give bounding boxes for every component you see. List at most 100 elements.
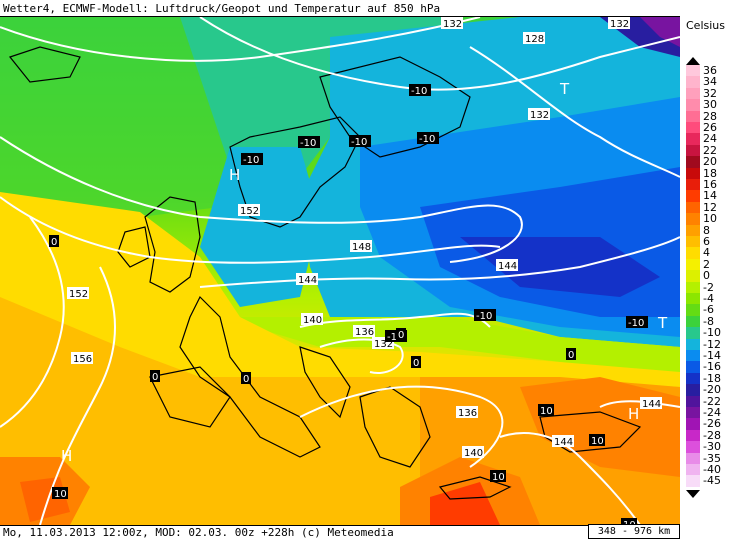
isobar-label: 136 <box>355 327 374 338</box>
legend-entry: 10 <box>684 213 740 225</box>
legend-swatch <box>686 452 700 464</box>
legend-entry: 14 <box>684 190 740 202</box>
legend-label: 22 <box>703 143 717 157</box>
isobar-label: 144 <box>554 437 573 448</box>
legend-swatch <box>686 156 700 168</box>
legend-swatch <box>686 304 700 316</box>
temperature-label: -10 <box>351 137 367 148</box>
legend-entry: 2 <box>684 257 740 271</box>
legend-entry: 26 <box>684 122 740 133</box>
temperature-label: 10 <box>54 489 67 500</box>
legend-label: 18 <box>703 166 717 180</box>
legend-swatch <box>686 190 700 202</box>
legend-entry: 36 <box>684 65 740 76</box>
temperature-label: 0 <box>243 374 249 385</box>
pressure-center-low: T <box>657 314 668 332</box>
legend-swatch <box>686 133 700 145</box>
pressure-centers: T H H H T <box>61 80 668 465</box>
temperature-label: -10 <box>411 86 427 97</box>
legend-swatch <box>686 407 700 419</box>
legend-entry: 22 <box>684 143 740 157</box>
legend-label: -4 <box>703 292 714 305</box>
legend-label: 20 <box>703 155 717 169</box>
legend-label: 0 <box>703 269 710 283</box>
legend-swatch <box>686 65 700 77</box>
legend-swatch <box>686 236 700 248</box>
legend-label: 24 <box>703 132 717 146</box>
legend-entry: -35 <box>684 452 740 464</box>
isobar-label: 156 <box>73 354 92 365</box>
legend-swatch <box>686 99 700 111</box>
temperature-label: -10 <box>476 311 492 322</box>
legend-title: Celsius <box>686 19 725 32</box>
pressure-center-low: T <box>559 80 570 98</box>
legend-entry: -22 <box>684 394 740 408</box>
legend-label: 30 <box>703 98 717 112</box>
legend-swatch <box>686 475 700 487</box>
legend-label: -16 <box>703 360 721 374</box>
legend-entry: 16 <box>684 179 740 190</box>
legend-label: 12 <box>703 200 717 214</box>
temperature-label: 10 <box>540 406 553 417</box>
isobar-label: 140 <box>303 315 322 326</box>
isobar-label: 132 <box>610 19 629 30</box>
legend-entry: -28 <box>684 429 740 441</box>
scale-bar: 348 - 976 km <box>588 524 680 539</box>
legend-swatch <box>686 201 700 214</box>
legend-entry: -6 <box>684 304 740 316</box>
legend-label: -40 <box>703 463 721 476</box>
legend-swatch <box>686 213 700 225</box>
temperature-label: 0 <box>51 237 57 248</box>
legend-label: 26 <box>703 121 717 134</box>
legend-swatch <box>686 179 700 191</box>
legend-swatch <box>686 87 700 100</box>
temperature-label: 0 <box>398 330 404 341</box>
map-canvas: T H H H T 132 132 128 132 152 148 144 14… <box>0 17 680 525</box>
isobar-labels: 132 132 128 132 152 148 144 144 152 156 … <box>67 17 662 459</box>
legend-label: -22 <box>703 394 721 408</box>
legend-label: -12 <box>703 337 721 351</box>
legend-label: 28 <box>703 109 717 123</box>
pressure-center-high: H <box>61 447 72 465</box>
legend-swatch <box>686 464 700 476</box>
legend-swatch <box>686 361 700 373</box>
temperature-label: -10 <box>419 134 435 145</box>
isobar-label: 132 <box>443 19 462 30</box>
legend-entry: 18 <box>684 166 740 180</box>
legend-label: 8 <box>703 223 710 237</box>
legend-entry: -12 <box>684 337 740 351</box>
temperature-labels: -10 -10 -10 -10 -10 -10 -10 -10 0 0 0 0 … <box>49 84 648 525</box>
legend-swatch <box>686 122 700 134</box>
legend-entry: -45 <box>684 474 740 488</box>
legend-swatch <box>686 350 700 362</box>
run-info: Mo, 11.03.2013 12:00z, MOD: 02.03. 00z +… <box>3 526 394 539</box>
legend-swatch <box>686 441 700 453</box>
legend-label: -45 <box>703 474 721 488</box>
temperature-label: -10 <box>300 138 316 149</box>
temperature-label: 10 <box>591 436 604 447</box>
legend-swatch <box>686 418 700 430</box>
temperature-label: 0 <box>152 372 158 383</box>
legend-swatch <box>686 167 700 179</box>
legend-entry: 20 <box>684 155 740 169</box>
isobar-label: 148 <box>352 242 371 253</box>
legend-swatch <box>686 110 700 122</box>
pressure-center-high: H <box>628 405 639 423</box>
legend-entry: -14 <box>684 350 740 361</box>
legend-entry: 4 <box>684 247 740 259</box>
legend-label: -18 <box>703 371 721 385</box>
legend-label: -8 <box>703 314 714 328</box>
isobar-label: 140 <box>464 448 483 459</box>
temperature-label: 0 <box>413 358 419 369</box>
legend-swatch <box>686 327 700 339</box>
legend-swatch <box>686 247 700 259</box>
legend-swatch <box>686 258 700 271</box>
legend-entry: -30 <box>684 441 740 453</box>
legend-label: 36 <box>703 64 717 77</box>
legend-label: 2 <box>703 257 710 271</box>
legend-entry: -24 <box>684 407 740 418</box>
legend-entry: 0 <box>684 269 740 283</box>
legend-swatch <box>686 144 700 157</box>
legend-label: -2 <box>703 280 714 294</box>
